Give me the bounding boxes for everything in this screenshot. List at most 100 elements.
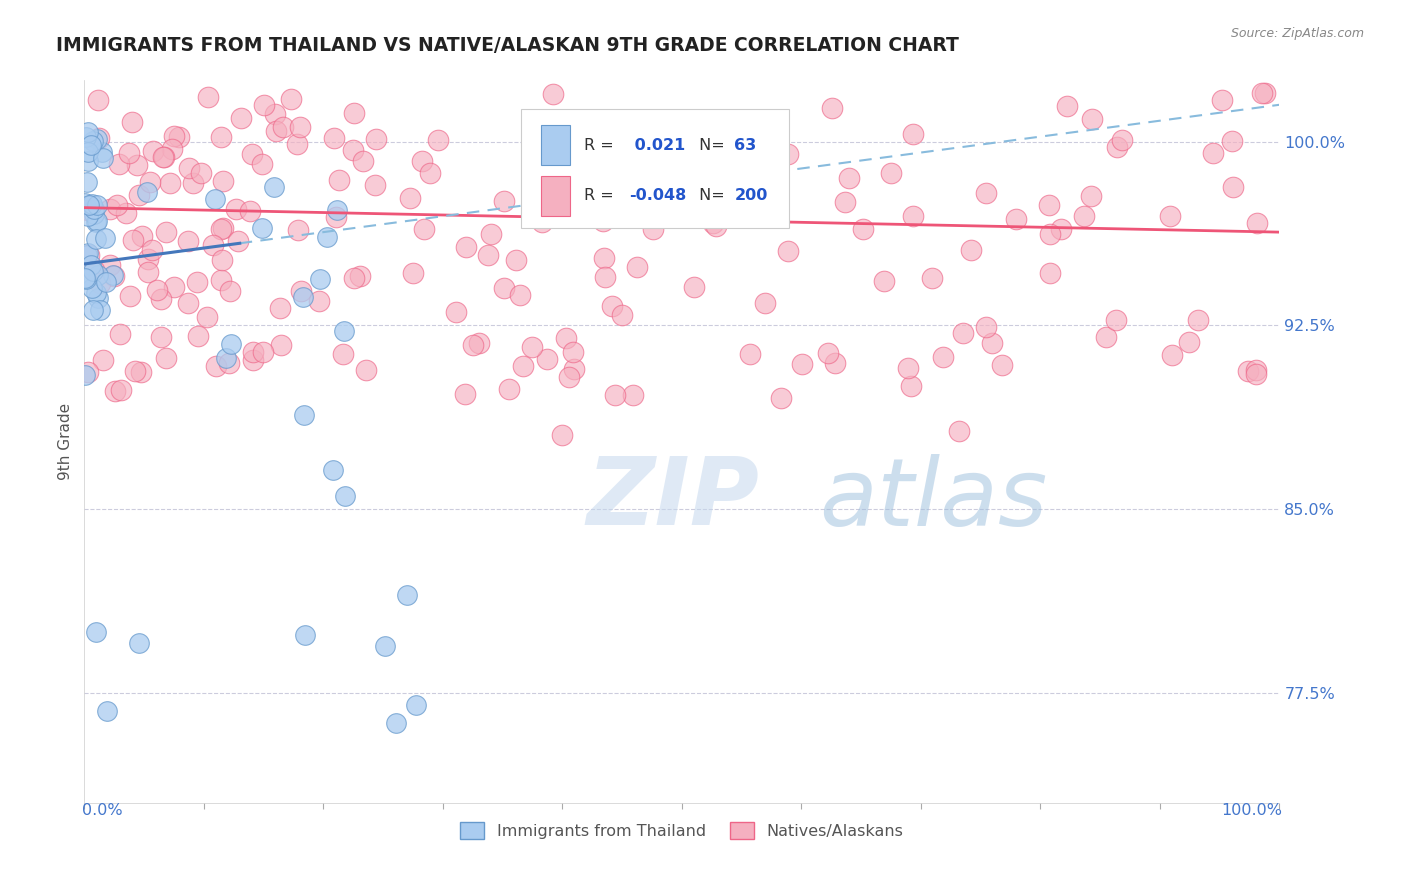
Point [83, 202, 105, 216]
Point [315, 230, 337, 244]
Point [212, 220, 235, 235]
Point [641, 222, 664, 236]
Point [269, 301, 291, 315]
Point [93, 353, 115, 368]
Point [494, 194, 516, 208]
Point [1159, 209, 1181, 223]
Point [105, 198, 128, 212]
Point [77, 197, 100, 211]
Point [250, 156, 273, 170]
Text: 0.021: 0.021 [630, 137, 686, 153]
Point [98, 258, 121, 272]
Point [901, 209, 924, 223]
Point [76, 145, 98, 159]
Point [136, 252, 159, 266]
Point [73, 195, 96, 210]
Point [118, 289, 141, 303]
Text: 200: 200 [734, 188, 768, 203]
Point [211, 173, 233, 187]
Point [1244, 367, 1267, 381]
Point [756, 144, 779, 158]
Point [129, 365, 152, 379]
Point [363, 178, 385, 192]
Point [852, 221, 875, 235]
Point [83, 207, 105, 221]
Point [253, 98, 276, 112]
Point [740, 347, 762, 361]
Point [128, 635, 150, 649]
Text: ZIP: ZIP [586, 453, 759, 545]
Point [1050, 221, 1073, 235]
Point [838, 171, 860, 186]
Point [702, 216, 724, 230]
Point [479, 227, 502, 242]
Text: 63: 63 [734, 137, 756, 153]
Text: 100.0%: 100.0% [1220, 803, 1282, 818]
Point [1105, 313, 1128, 327]
Point [1161, 348, 1184, 362]
Point [218, 356, 240, 370]
Point [149, 292, 172, 306]
Point [322, 131, 344, 145]
Y-axis label: 9th Grade: 9th Grade [58, 403, 73, 480]
Point [82, 197, 104, 211]
Point [98, 202, 121, 216]
Point [139, 175, 162, 189]
Point [600, 299, 623, 313]
Point [209, 222, 232, 236]
Point [117, 146, 139, 161]
Point [77, 203, 100, 218]
Point [263, 107, 285, 121]
Point [219, 336, 242, 351]
Text: Source: ZipAtlas.com: Source: ZipAtlas.com [1230, 27, 1364, 40]
Point [1187, 313, 1209, 327]
Point [952, 326, 974, 340]
Text: N=: N= [695, 137, 730, 153]
Point [343, 106, 366, 120]
Point [93, 151, 115, 165]
Point [704, 219, 727, 234]
Point [932, 351, 955, 365]
Point [209, 272, 232, 286]
Point [595, 270, 617, 285]
Point [187, 329, 209, 343]
Point [82, 134, 104, 148]
Point [179, 161, 201, 175]
Point [121, 115, 143, 129]
Point [326, 202, 349, 217]
Point [141, 243, 163, 257]
Point [897, 361, 920, 376]
Point [427, 133, 450, 147]
Point [531, 215, 554, 229]
Text: R =: R = [583, 188, 619, 203]
Point [974, 186, 997, 201]
Point [974, 320, 997, 334]
Point [177, 296, 200, 310]
Point [512, 359, 534, 374]
Point [163, 279, 186, 293]
Point [270, 338, 292, 352]
Point [335, 489, 357, 503]
Point [280, 92, 302, 106]
Point [80, 138, 103, 153]
Point [1244, 363, 1267, 377]
Point [91, 145, 114, 160]
Point [699, 145, 721, 160]
Point [239, 204, 262, 219]
Point [1038, 198, 1060, 212]
Point [309, 272, 332, 286]
Point [325, 210, 347, 224]
Point [131, 228, 153, 243]
Point [561, 344, 583, 359]
Point [87, 268, 110, 283]
Point [252, 221, 274, 235]
Point [817, 346, 839, 360]
Point [385, 715, 408, 730]
Bar [541, 176, 569, 216]
Point [160, 142, 183, 156]
Point [84, 232, 107, 246]
Point [136, 185, 159, 199]
Point [790, 357, 813, 371]
Point [332, 347, 354, 361]
Point [76, 365, 98, 379]
